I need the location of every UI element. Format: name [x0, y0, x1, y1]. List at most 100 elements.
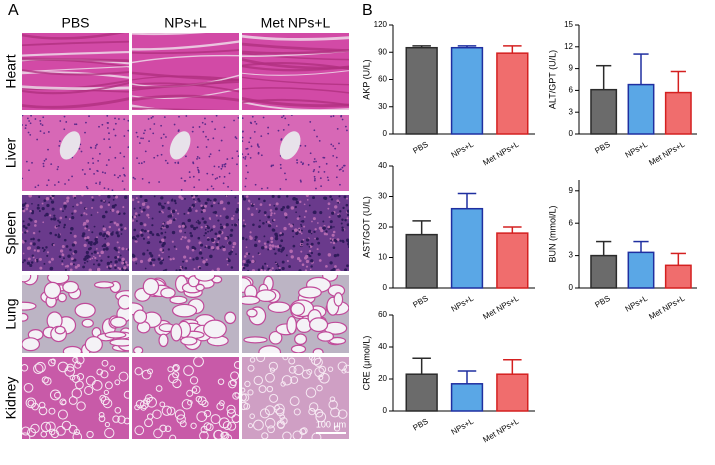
x-tick-label: PBS — [411, 140, 429, 156]
cell — [96, 259, 98, 262]
nucleus — [84, 173, 86, 175]
y-tick-label: 0 — [383, 129, 388, 138]
tubule — [22, 432, 31, 439]
fiber — [132, 107, 230, 110]
cell — [85, 213, 88, 216]
tubule — [269, 367, 276, 373]
cell — [139, 231, 143, 234]
cell — [217, 234, 221, 239]
cell — [242, 236, 245, 240]
cell — [175, 269, 178, 271]
tubule — [27, 399, 35, 407]
cell — [314, 228, 317, 231]
nucleus — [320, 185, 323, 188]
cell — [96, 236, 98, 239]
alveolus — [22, 301, 37, 311]
tubule — [146, 396, 157, 408]
cell — [330, 241, 332, 244]
cell — [128, 269, 129, 271]
nucleus — [336, 164, 339, 167]
tubule — [38, 406, 48, 416]
nucleus — [112, 128, 115, 131]
cell — [158, 234, 160, 237]
nucleus — [107, 122, 109, 124]
nucleus — [180, 188, 183, 191]
cell — [188, 207, 192, 210]
alveolus — [317, 331, 334, 342]
row-label: Liver — [3, 137, 19, 168]
cell — [66, 199, 70, 203]
cell — [210, 204, 214, 208]
tubule — [266, 385, 274, 393]
nucleus — [346, 129, 348, 132]
cell — [57, 233, 60, 236]
nucleus — [210, 185, 213, 188]
cell — [189, 231, 192, 235]
cell — [292, 197, 296, 201]
cell — [82, 223, 85, 226]
tubule — [22, 364, 29, 372]
cell — [80, 214, 83, 217]
tubule — [199, 430, 209, 439]
tubule — [40, 421, 52, 433]
nucleus — [223, 163, 226, 166]
cell — [36, 249, 40, 253]
cell — [123, 212, 126, 215]
cell — [300, 250, 303, 253]
nucleus — [313, 179, 316, 182]
cell — [245, 238, 248, 241]
nucleus — [214, 128, 216, 130]
cell — [165, 268, 168, 271]
cell — [24, 202, 27, 205]
cell — [107, 255, 110, 259]
cell — [327, 202, 331, 206]
nucleus — [267, 132, 270, 135]
cell — [278, 266, 281, 269]
nucleus — [174, 161, 177, 164]
cell — [322, 226, 326, 230]
cell — [337, 201, 340, 204]
cell — [153, 195, 156, 198]
alveolus — [290, 344, 307, 353]
fiber — [22, 97, 129, 109]
cell — [333, 254, 337, 258]
cell — [300, 243, 303, 246]
nucleus — [24, 127, 27, 130]
nucleus — [287, 123, 290, 126]
cell — [204, 232, 207, 235]
nucleus — [177, 161, 180, 164]
nucleus — [220, 139, 223, 142]
cell — [252, 223, 255, 227]
cell — [336, 253, 340, 257]
nucleus — [279, 167, 282, 170]
bar — [405, 46, 438, 135]
cell — [89, 258, 92, 261]
tubule — [265, 372, 275, 383]
nucleus — [57, 165, 60, 168]
cell — [96, 267, 101, 271]
cell — [168, 214, 173, 218]
cell — [217, 219, 220, 222]
cell — [32, 237, 35, 241]
cell — [230, 217, 234, 221]
cell — [295, 211, 297, 214]
nucleus — [231, 157, 234, 160]
cell — [94, 237, 98, 242]
tubule — [242, 401, 249, 411]
cell — [253, 203, 255, 206]
cell — [178, 229, 183, 233]
nucleus — [178, 115, 180, 118]
cell — [26, 261, 31, 265]
y-tick-label: 6 — [569, 218, 574, 227]
nucleus — [196, 156, 199, 158]
cell — [301, 219, 305, 223]
cell — [198, 251, 203, 255]
tubule — [191, 385, 201, 395]
nucleus — [242, 130, 244, 133]
cell — [144, 198, 148, 203]
tissue-image — [22, 275, 129, 353]
nucleus — [242, 117, 244, 120]
cell — [214, 232, 218, 236]
cell — [288, 223, 291, 226]
cell — [41, 202, 44, 205]
